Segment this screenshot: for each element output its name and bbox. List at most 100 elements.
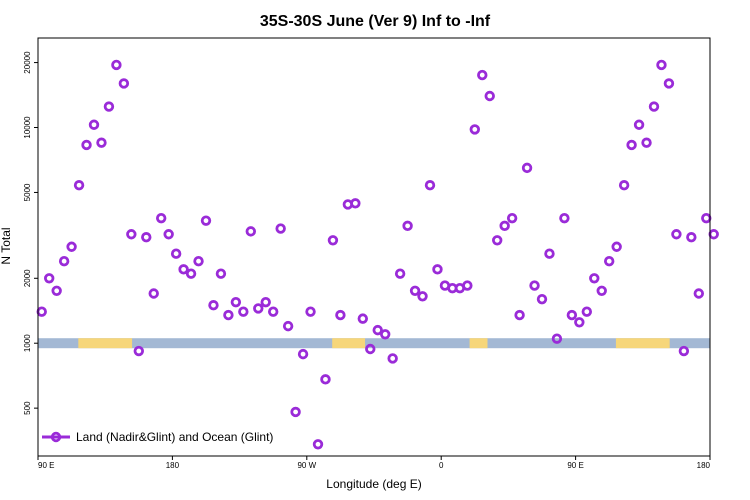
data-point xyxy=(521,162,533,174)
data-point xyxy=(663,78,675,89)
data-point xyxy=(566,309,578,321)
data-point xyxy=(604,256,615,267)
data-point xyxy=(365,343,376,355)
data-point xyxy=(701,212,712,224)
data-point xyxy=(178,264,189,275)
data-point xyxy=(215,268,227,279)
y-tick-label: 20000 xyxy=(23,51,32,74)
y-tick-label: 1000 xyxy=(23,334,32,352)
data-point xyxy=(96,137,107,148)
data-point xyxy=(44,273,55,284)
data-point xyxy=(275,223,286,234)
data-point xyxy=(297,348,309,360)
data-point xyxy=(170,248,182,259)
data-point xyxy=(514,309,525,321)
land-segment xyxy=(469,338,488,349)
data-point xyxy=(551,333,563,344)
data-point xyxy=(260,296,271,308)
legend-marker xyxy=(50,431,62,443)
y-tick-label: 5000 xyxy=(23,183,32,201)
data-point xyxy=(499,220,510,232)
data-point xyxy=(394,268,406,279)
data-point xyxy=(656,59,667,71)
data-point xyxy=(648,101,660,112)
data-point xyxy=(238,306,249,317)
data-point xyxy=(66,241,77,252)
data-point xyxy=(185,268,197,279)
data-point xyxy=(633,119,645,130)
data-point xyxy=(596,285,607,296)
data-point xyxy=(36,306,47,317)
x-axis: 90 E 180 90 W 0 90 E 180 xyxy=(37,456,711,470)
data-point xyxy=(126,229,137,240)
data-point xyxy=(111,59,122,71)
data-point xyxy=(484,90,495,102)
x-tick-label: 90 E xyxy=(567,461,583,470)
data-point xyxy=(432,264,443,275)
data-point xyxy=(320,374,331,385)
data-point xyxy=(380,329,391,340)
data-point xyxy=(686,232,697,243)
land-segment xyxy=(615,338,670,349)
data-point xyxy=(469,124,480,135)
data-point xyxy=(477,69,488,81)
land-segment xyxy=(78,338,133,349)
data-point xyxy=(305,306,316,317)
data-point xyxy=(574,317,585,328)
x-axis-label: Longitude (deg E) xyxy=(326,477,421,491)
data-point xyxy=(58,256,70,267)
data-point xyxy=(372,324,383,336)
y-tick-label: 500 xyxy=(23,401,32,415)
data-point xyxy=(618,180,630,191)
x-tick-label: 90 W xyxy=(297,461,316,470)
data-point xyxy=(51,285,62,296)
data-point xyxy=(678,345,690,357)
x-tick-label: 90 E xyxy=(38,461,54,470)
data-point xyxy=(88,119,100,130)
chart-title: 35S-30S June (Ver 9) Inf to -Inf xyxy=(260,13,491,30)
data-point xyxy=(155,212,167,224)
data-point xyxy=(409,285,421,296)
data-point xyxy=(148,288,159,299)
legend: Land (Nadir&Glint) and Ocean (Glint) xyxy=(42,430,273,444)
ocean-strip xyxy=(38,338,710,349)
data-point xyxy=(103,101,115,112)
data-point xyxy=(626,139,637,151)
x-tick-label: 0 xyxy=(439,461,444,470)
data-point xyxy=(282,320,294,332)
data-points xyxy=(36,59,719,450)
x-tick-label: 180 xyxy=(166,461,180,470)
y-tick-label: 2000 xyxy=(23,269,32,287)
data-point xyxy=(536,293,548,305)
y-axis: 500 1000 2000 5000 10000 20000 xyxy=(23,51,38,415)
data-point xyxy=(208,300,219,311)
data-point xyxy=(163,229,174,240)
data-point xyxy=(544,248,555,259)
data-point xyxy=(462,280,473,291)
data-point xyxy=(141,232,152,243)
data-point xyxy=(133,345,144,357)
data-point xyxy=(290,406,301,418)
data-point xyxy=(73,180,85,191)
data-point xyxy=(193,256,204,267)
data-point xyxy=(223,309,234,321)
data-point xyxy=(357,313,368,324)
data-point xyxy=(708,229,719,240)
data-point xyxy=(253,303,264,314)
data-point xyxy=(581,306,592,317)
data-point xyxy=(559,212,570,224)
data-point xyxy=(529,280,540,291)
land-segment xyxy=(332,338,366,349)
data-point xyxy=(118,78,130,89)
data-point xyxy=(506,212,518,224)
y-tick-label: 10000 xyxy=(23,116,32,139)
data-point xyxy=(230,296,242,308)
data-point xyxy=(402,220,413,232)
data-point xyxy=(417,291,428,302)
legend-label: Land (Nadir&Glint) and Ocean (Glint) xyxy=(76,430,273,444)
data-point xyxy=(693,288,704,299)
data-point xyxy=(200,215,212,226)
data-point xyxy=(387,353,398,364)
data-point xyxy=(350,198,361,209)
